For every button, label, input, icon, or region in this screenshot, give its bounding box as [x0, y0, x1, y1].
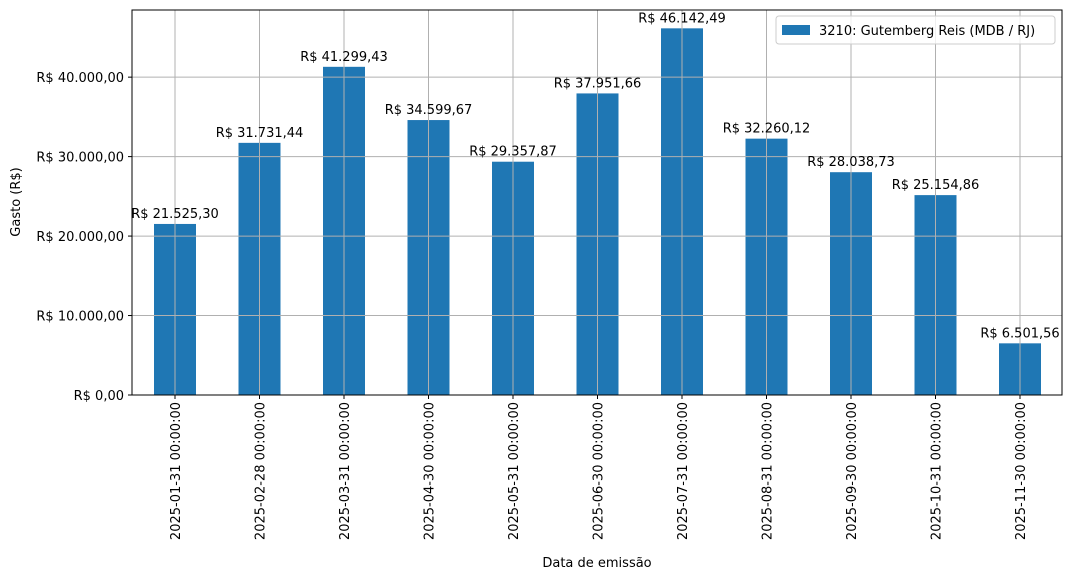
x-tick-label: 2025-07-31 00:00:00: [676, 402, 691, 540]
y-tick-label: R$ 30.000,00: [36, 151, 124, 166]
y-axis-label: Gasto (R$): [9, 167, 24, 236]
bar-value-label: R$ 46.142,49: [638, 11, 726, 26]
bar-value-label: R$ 6.501,56: [980, 326, 1059, 341]
legend-label: 3210: Gutemberg Reis (MDB / RJ): [819, 24, 1035, 39]
bar-value-label: R$ 29.357,87: [469, 145, 557, 160]
bar-value-label: R$ 31.731,44: [216, 126, 304, 141]
legend: 3210: Gutemberg Reis (MDB / RJ): [775, 15, 1056, 45]
x-axis-label: Data de emissão: [542, 556, 651, 571]
x-tick-label: 2025-05-31 00:00:00: [507, 402, 522, 540]
bar-value-label: R$ 37.951,66: [554, 76, 642, 91]
bar-value-label: R$ 25.154,86: [892, 178, 980, 193]
x-tick-label: 2025-03-31 00:00:00: [338, 402, 353, 540]
legend-box: [775, 15, 1056, 45]
y-tick-label: R$ 20.000,00: [36, 230, 124, 245]
x-tick-label: 2025-02-28 00:00:00: [254, 402, 269, 540]
x-axis-ticks: 2025-01-31 00:00:00 2025-02-28 00:00:00 20…: [169, 395, 1029, 540]
x-tick-label: 2025-04-30 00:00:00: [423, 402, 438, 540]
x-tick-label: 2025-10-31 00:00:00: [930, 402, 945, 540]
bar-value-label: R$ 32.260,12: [723, 122, 811, 137]
bar-value-labels: R$ 21.525,30 R$ 31.731,44 R$ 41.299,43 R$ 3…: [131, 11, 1059, 341]
x-tick-label: 2025-01-31 00:00:00: [169, 402, 184, 540]
y-tick-label: R$ 10.000,00: [36, 310, 124, 325]
x-tick-label: 2025-11-30 00:00:00: [1014, 402, 1029, 540]
bars: [132, 10, 1062, 396]
y-tick-label: R$ 0,00: [74, 389, 124, 404]
legend-swatch: [782, 25, 810, 35]
x-tick-label: 2025-06-30 00:00:00: [592, 402, 607, 540]
y-tick-label: R$ 40.000,00: [36, 71, 124, 86]
bar-value-label: R$ 34.599,67: [385, 103, 473, 118]
bar-value-label: R$ 41.299,43: [300, 50, 388, 65]
bar-value-label: R$ 28.038,73: [807, 155, 895, 170]
y-axis-ticks: R$ 0,00 R$ 10.000,00 R$ 20.000,00 R$ 30.000…: [36, 71, 132, 404]
bar-value-label: R$ 21.525,30: [131, 207, 219, 222]
x-tick-label: 2025-08-31 00:00:00: [761, 402, 776, 540]
x-tick-label: 2025-09-30 00:00:00: [845, 402, 860, 540]
